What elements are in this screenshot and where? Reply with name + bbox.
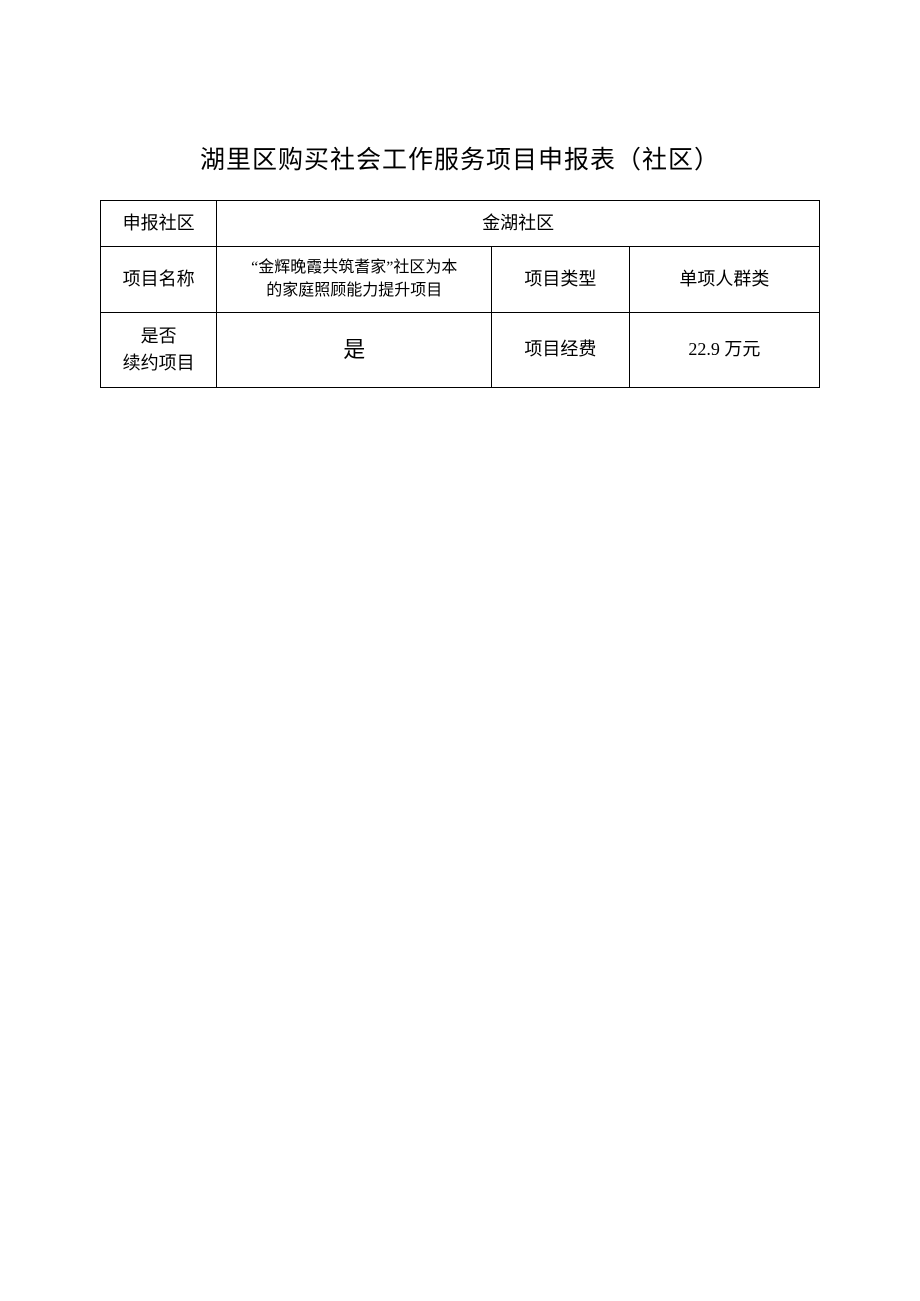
project-name-label: 项目名称 (101, 247, 217, 313)
table-row: 申报社区 金湖社区 (101, 201, 820, 247)
project-type-value: 单项人群类 (629, 247, 819, 313)
fee-label: 项目经费 (492, 312, 629, 387)
community-value: 金湖社区 (217, 201, 820, 247)
project-name-value: “金辉晚霞共筑耆家”社区为本 的家庭照顾能力提升项目 (217, 247, 492, 313)
document-container: 湖里区购买社会工作服务项目申报表（社区） 申报社区 金湖社区 项目名称 “金辉晚… (100, 140, 820, 388)
project-name-line1: “金辉晚霞共筑耆家”社区为本 (251, 259, 457, 276)
table-row: 是否 续约项目 是 项目经费 22.9 万元 (101, 312, 820, 387)
renewal-label-line2: 续约项目 (123, 353, 195, 373)
project-type-label: 项目类型 (492, 247, 629, 313)
document-title: 湖里区购买社会工作服务项目申报表（社区） (100, 140, 820, 176)
renewal-value: 是 (217, 312, 492, 387)
community-label: 申报社区 (101, 201, 217, 247)
renewal-label: 是否 续约项目 (101, 312, 217, 387)
renewal-label-line1: 是否 (141, 326, 177, 346)
fee-value: 22.9 万元 (629, 312, 819, 387)
application-table: 申报社区 金湖社区 项目名称 “金辉晚霞共筑耆家”社区为本 的家庭照顾能力提升项… (100, 200, 820, 388)
project-name-line2: 的家庭照顾能力提升项目 (266, 282, 442, 299)
table-row: 项目名称 “金辉晚霞共筑耆家”社区为本 的家庭照顾能力提升项目 项目类型 单项人… (101, 247, 820, 313)
